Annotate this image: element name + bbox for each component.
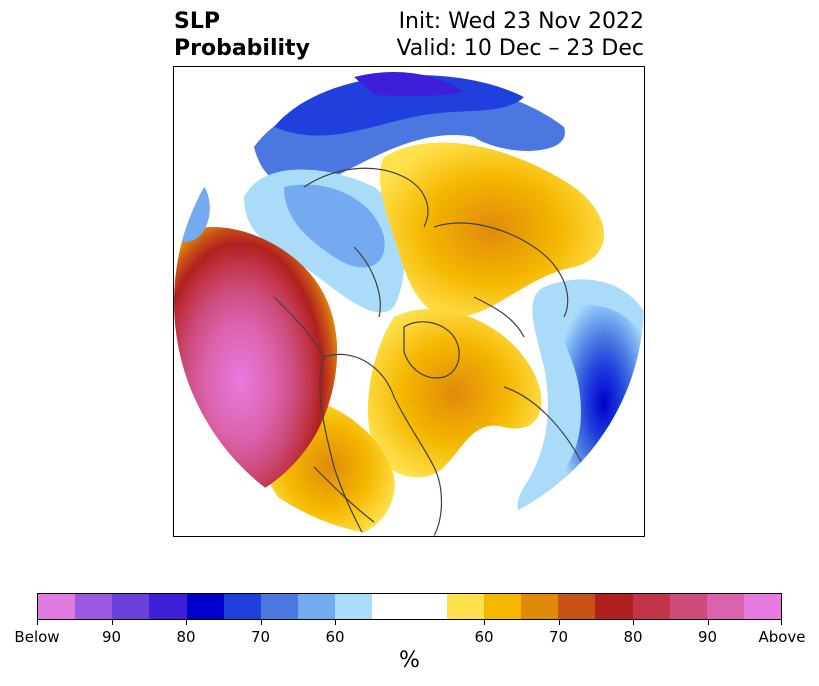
colorbar-cell	[75, 594, 113, 619]
colorbar-cell	[595, 594, 633, 619]
colorbar-tick	[37, 620, 38, 625]
colorbar-cell	[446, 594, 484, 619]
colorbar-tick-label: 70	[250, 628, 271, 646]
colorbar-labels: Below 90 80 70 60 60 70 80 90 Above	[14, 628, 805, 648]
colorbar-tick	[186, 620, 187, 625]
colorbar-cell	[186, 594, 224, 619]
colorbar-cell	[743, 594, 782, 619]
map-title: SLP Probability	[174, 8, 310, 62]
colorbar-ticks	[37, 620, 782, 628]
colorbar-cell	[149, 594, 187, 619]
orange-anomaly-atlantic	[367, 309, 542, 478]
colorbar-tick-label: 60	[325, 628, 345, 646]
colorbar-cell	[372, 594, 410, 619]
colorbar-tick-label: 80	[623, 628, 643, 646]
colorbar-cell	[632, 594, 670, 619]
colorbar-cell	[260, 594, 299, 619]
init-date: Init: Wed 23 Nov 2022	[398, 9, 644, 34]
colorbar-cell	[483, 594, 522, 619]
colorbar-tick	[484, 620, 485, 625]
colorbar-cell	[298, 594, 336, 619]
colorbar-tick	[111, 620, 113, 625]
map-dates: Init: Wed 23 Nov 2022 Valid: 10 Dec – 23…	[396, 8, 644, 62]
polar-map	[173, 66, 645, 537]
colorbar-cell	[669, 594, 707, 619]
colorbar-tick	[781, 620, 782, 625]
colorbar	[37, 593, 782, 620]
colorbar-tick	[558, 620, 560, 625]
probability-field	[174, 67, 644, 536]
coastlines	[273, 167, 585, 536]
colorbar-unit: %	[399, 648, 420, 673]
title-field: Probability	[174, 36, 310, 61]
valid-range: Valid: 10 Dec – 23 Dec	[396, 36, 644, 61]
orange-anomaly-eurasia	[379, 142, 604, 317]
colorbar-tick-label: Above	[758, 628, 806, 646]
colorbar-tick-label: Below	[14, 628, 60, 646]
colorbar-cell	[558, 594, 596, 619]
colorbar-tick-label: 90	[101, 628, 122, 646]
colorbar-tick	[260, 620, 262, 625]
colorbar-cell	[521, 594, 559, 619]
title-variable: SLP	[174, 9, 220, 34]
colorbar-tick-label: 70	[548, 628, 569, 646]
colorbar-tick-label: 60	[474, 628, 494, 646]
colorbar-cell	[409, 594, 447, 619]
colorbar-tick	[335, 620, 336, 625]
colorbar-tick	[633, 620, 634, 625]
colorbar-tick-label: 90	[697, 628, 718, 646]
colorbar-tick	[707, 620, 709, 625]
colorbar-tick-label: 80	[176, 628, 196, 646]
colorbar-cell	[38, 594, 76, 619]
colorbar-cell	[706, 594, 744, 619]
colorbar-cell	[223, 594, 261, 619]
probability-map-svg	[174, 67, 644, 536]
colorbar-cell	[335, 594, 373, 619]
colorbar-cell	[112, 594, 150, 619]
